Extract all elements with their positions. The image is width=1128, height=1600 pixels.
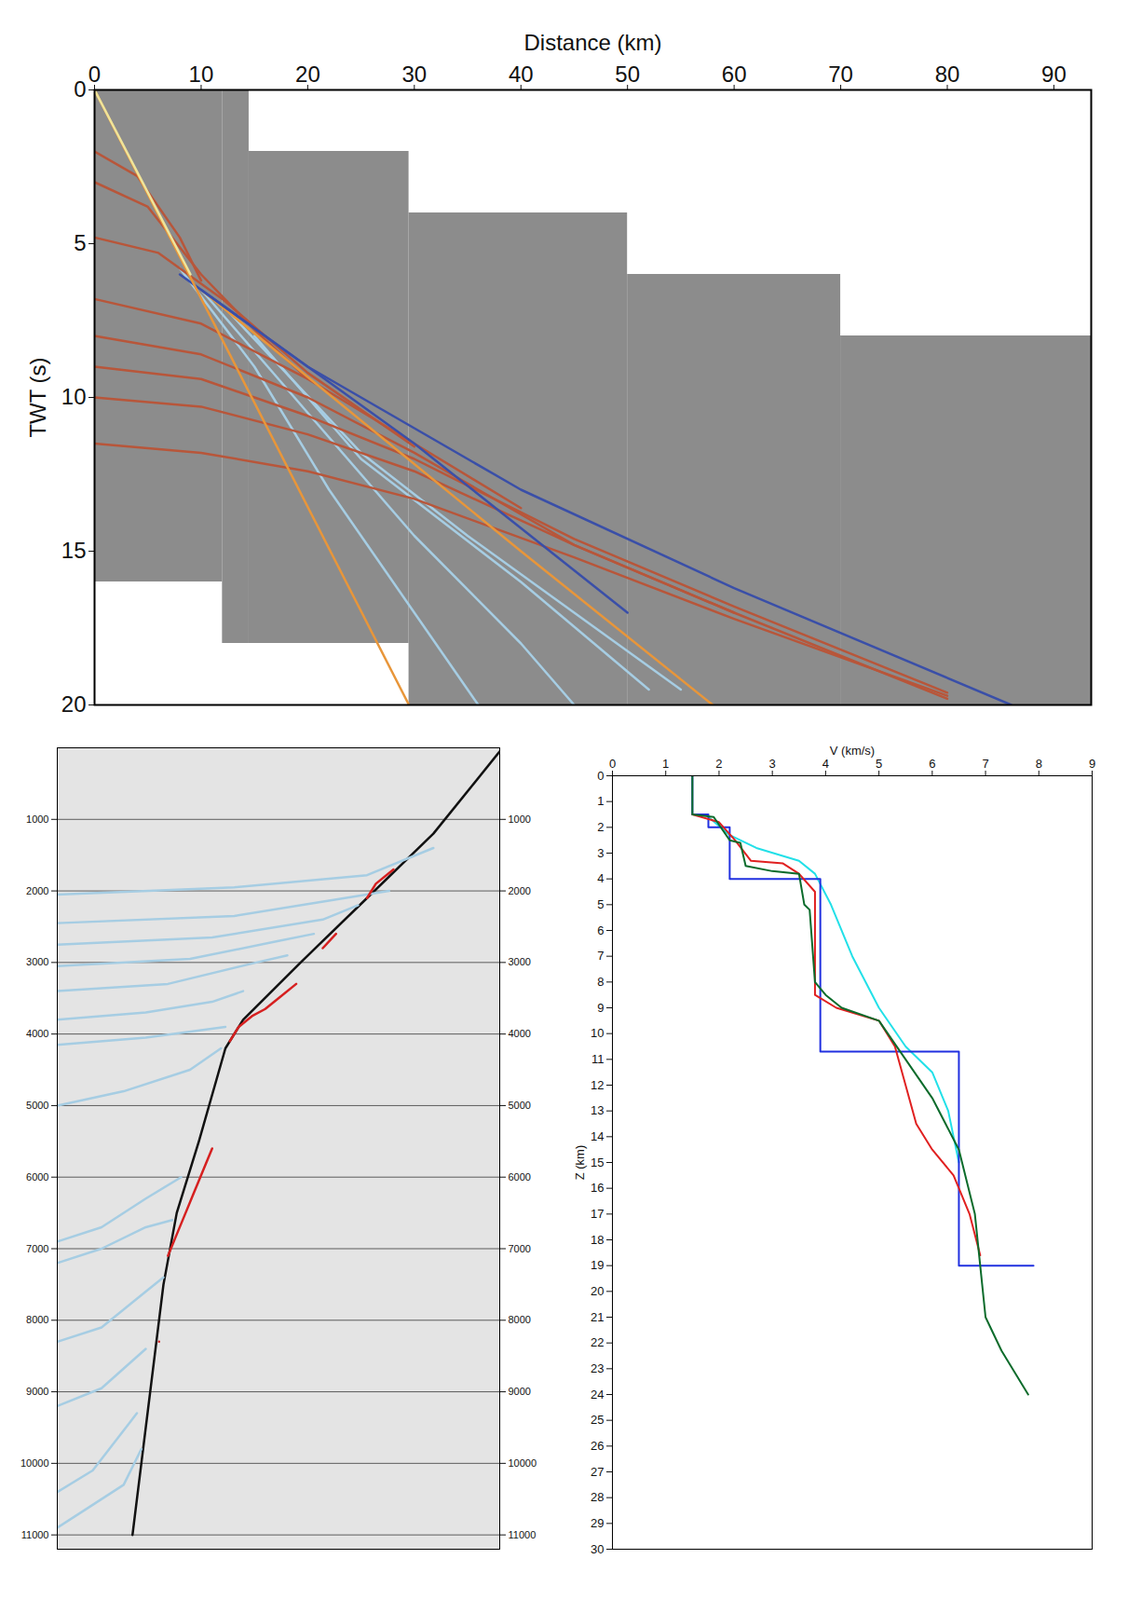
svg-text:8000: 8000 bbox=[508, 1313, 531, 1325]
svg-text:2000: 2000 bbox=[26, 884, 49, 897]
svg-text:6: 6 bbox=[597, 923, 604, 938]
svg-text:20: 20 bbox=[295, 61, 321, 87]
svg-text:70: 70 bbox=[828, 61, 854, 87]
svg-text:9: 9 bbox=[1088, 756, 1096, 771]
svg-text:50: 50 bbox=[614, 61, 640, 87]
svg-text:11000: 11000 bbox=[508, 1528, 537, 1540]
svg-text:3000: 3000 bbox=[26, 955, 49, 967]
svg-text:18: 18 bbox=[590, 1232, 604, 1247]
svg-text:15: 15 bbox=[590, 1155, 604, 1169]
svg-text:12: 12 bbox=[590, 1077, 604, 1092]
svg-text:19: 19 bbox=[590, 1257, 604, 1272]
svg-text:10000: 10000 bbox=[508, 1456, 538, 1468]
svg-text:5: 5 bbox=[597, 896, 604, 911]
svg-text:29: 29 bbox=[590, 1515, 604, 1530]
svg-text:TWT (s): TWT (s) bbox=[25, 356, 51, 437]
svg-text:1000: 1000 bbox=[26, 813, 49, 825]
svg-text:9: 9 bbox=[597, 1000, 604, 1015]
svg-text:16: 16 bbox=[590, 1180, 604, 1195]
svg-text:5000: 5000 bbox=[26, 1099, 49, 1111]
svg-text:27: 27 bbox=[590, 1464, 604, 1479]
svg-text:5: 5 bbox=[73, 230, 86, 256]
svg-text:10: 10 bbox=[61, 383, 87, 409]
svg-text:7000: 7000 bbox=[26, 1242, 49, 1254]
svg-text:9000: 9000 bbox=[508, 1385, 531, 1397]
svg-text:Distance (km): Distance (km) bbox=[523, 29, 662, 55]
svg-text:15: 15 bbox=[61, 537, 87, 563]
svg-text:7: 7 bbox=[981, 756, 989, 771]
svg-text:25: 25 bbox=[590, 1412, 604, 1427]
svg-text:8: 8 bbox=[597, 974, 604, 989]
svg-text:0: 0 bbox=[597, 768, 604, 783]
svg-text:10: 10 bbox=[189, 61, 215, 87]
svg-text:80: 80 bbox=[935, 61, 961, 87]
svg-text:17: 17 bbox=[590, 1206, 604, 1221]
svg-text:8: 8 bbox=[1035, 756, 1043, 771]
svg-text:20: 20 bbox=[590, 1283, 604, 1298]
svg-text:13: 13 bbox=[590, 1102, 604, 1117]
svg-text:1: 1 bbox=[597, 793, 604, 808]
svg-text:V (km/s): V (km/s) bbox=[829, 743, 875, 758]
svg-text:2: 2 bbox=[715, 756, 722, 771]
svg-text:0: 0 bbox=[88, 61, 101, 87]
svg-text:11: 11 bbox=[591, 1051, 605, 1066]
svg-text:6000: 6000 bbox=[508, 1170, 531, 1183]
svg-text:4: 4 bbox=[597, 870, 604, 885]
svg-text:9000: 9000 bbox=[26, 1385, 49, 1397]
svg-text:6000: 6000 bbox=[26, 1170, 49, 1183]
svg-text:1000: 1000 bbox=[508, 813, 531, 825]
svg-text:0: 0 bbox=[73, 76, 86, 102]
svg-text:0: 0 bbox=[609, 756, 616, 771]
svg-text:3: 3 bbox=[769, 756, 776, 771]
svg-text:1: 1 bbox=[662, 756, 669, 771]
svg-text:8000: 8000 bbox=[26, 1313, 49, 1325]
svg-text:20: 20 bbox=[61, 691, 87, 717]
svg-text:24: 24 bbox=[590, 1386, 604, 1401]
svg-text:5: 5 bbox=[875, 756, 883, 771]
svg-text:6: 6 bbox=[928, 756, 936, 771]
svg-text:10000: 10000 bbox=[20, 1456, 50, 1468]
svg-text:4: 4 bbox=[822, 756, 830, 771]
svg-text:4000: 4000 bbox=[26, 1027, 49, 1039]
svg-text:2: 2 bbox=[597, 819, 604, 834]
svg-text:Z (km): Z (km) bbox=[572, 1144, 587, 1181]
svg-text:30: 30 bbox=[590, 1541, 604, 1556]
svg-text:2000: 2000 bbox=[508, 884, 531, 897]
svg-text:90: 90 bbox=[1041, 61, 1067, 87]
svg-text:26: 26 bbox=[590, 1438, 604, 1453]
svg-text:28: 28 bbox=[590, 1489, 604, 1504]
svg-text:23: 23 bbox=[590, 1360, 604, 1375]
svg-text:14: 14 bbox=[590, 1128, 604, 1143]
svg-text:40: 40 bbox=[508, 61, 534, 87]
svg-text:4000: 4000 bbox=[508, 1027, 531, 1039]
svg-text:60: 60 bbox=[721, 61, 748, 87]
svg-text:7: 7 bbox=[597, 948, 604, 963]
svg-text:22: 22 bbox=[590, 1334, 604, 1349]
svg-text:30: 30 bbox=[401, 61, 427, 87]
svg-text:11000: 11000 bbox=[21, 1528, 50, 1540]
svg-text:5000: 5000 bbox=[508, 1099, 531, 1111]
svg-text:10: 10 bbox=[590, 1025, 604, 1040]
svg-text:3: 3 bbox=[597, 845, 604, 860]
svg-text:21: 21 bbox=[590, 1309, 604, 1324]
svg-text:7000: 7000 bbox=[508, 1242, 531, 1254]
svg-text:3000: 3000 bbox=[508, 955, 531, 967]
